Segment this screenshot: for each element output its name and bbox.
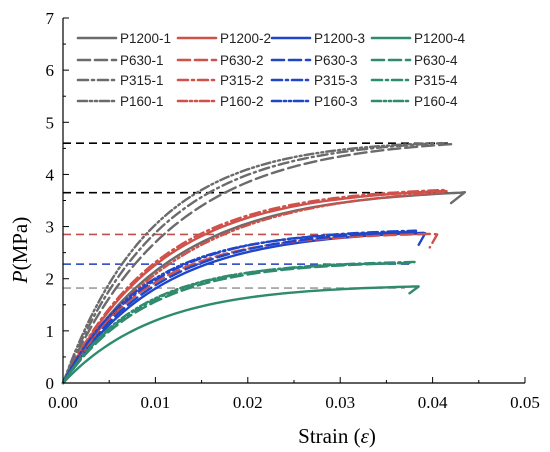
series-line-p160-4 <box>61 261 408 385</box>
legend-label: P1200-2 <box>220 31 271 46</box>
legend-label: P630-2 <box>220 53 264 68</box>
y-tick-label: 7 <box>46 9 55 28</box>
y-tick-label: 1 <box>46 322 55 341</box>
legend-item-p630-2: P630-2 <box>176 53 264 68</box>
y-tick-label: 6 <box>46 61 55 80</box>
series-line-p315-3 <box>61 229 418 385</box>
x-tick-label: 0.00 <box>48 393 78 412</box>
legend-label: P160-2 <box>220 94 264 109</box>
legend-item-p160-1: P160-1 <box>76 94 164 109</box>
y-axis-ticks: 0 1 2 3 4 5 6 7 <box>46 9 69 393</box>
legend-item-p315-2: P315-2 <box>176 73 264 88</box>
legend-item-p315-3: P315-3 <box>270 73 358 88</box>
y-axis-title: P(MPa) <box>8 217 32 285</box>
legend-item-p1200-4: P1200-4 <box>370 31 466 46</box>
x-tick-label: 0.03 <box>325 393 355 412</box>
y-tick-label: 0 <box>46 374 55 393</box>
legend-item-p1200-1: P1200-1 <box>76 31 171 46</box>
legend-label: P630-1 <box>120 53 164 68</box>
legend-label: P630-4 <box>414 53 458 68</box>
legend-item-p1200-3: P1200-3 <box>270 31 365 46</box>
legend-item-p315-1: P315-1 <box>76 73 164 88</box>
legend-label: P315-3 <box>314 73 358 88</box>
data-series <box>61 141 467 385</box>
legend-label: P315-4 <box>414 73 458 88</box>
legend-item-p1200-2: P1200-2 <box>176 31 271 46</box>
y-tick-label: 5 <box>46 113 55 132</box>
series-line-p315-2 <box>61 188 445 385</box>
legend-item-p160-4: P160-4 <box>370 94 458 109</box>
legend-label: P1200-3 <box>314 31 365 46</box>
x-axis-title-end: ) <box>369 424 376 448</box>
legend-item-p630-3: P630-3 <box>270 53 358 68</box>
legend-item-p160-2: P160-2 <box>176 94 264 109</box>
series-line-p1200-2 <box>61 189 448 385</box>
y-axis-title-unit: (MPa) <box>8 217 32 271</box>
series-line-p160-3 <box>61 230 418 385</box>
y-tick-label: 3 <box>46 218 55 237</box>
x-axis-title: Strain (ε) <box>298 424 376 448</box>
x-tick-label: 0.02 <box>233 393 263 412</box>
x-axis-title-main: Strain ( <box>298 424 360 448</box>
x-tick-label: 0.01 <box>141 393 171 412</box>
legend-label: P1200-1 <box>120 31 171 46</box>
legend: P1200-1 P1200-2 P1200-3 P1200-4 P630-1 P630-2… <box>76 31 466 109</box>
legend-item-p630-1: P630-1 <box>76 53 164 68</box>
series-line-p630-1 <box>61 143 453 385</box>
legend-label: P315-2 <box>220 73 264 88</box>
legend-label: P160-3 <box>314 94 358 109</box>
series-line-p1200-4 <box>61 285 420 385</box>
y-axis-title-symbol: P <box>8 270 32 284</box>
x-axis-title-symbol: ε <box>361 424 370 448</box>
x-axis-ticks: 0.00 0.01 0.02 0.03 0.04 0.05 <box>48 377 540 412</box>
legend-label: P160-1 <box>120 94 164 109</box>
y-tick-label: 2 <box>46 270 55 289</box>
y-tick-label: 4 <box>46 165 55 184</box>
legend-item-p160-3: P160-3 <box>270 94 358 109</box>
series-line-p160-1 <box>61 141 436 385</box>
x-tick-label: 0.05 <box>510 393 540 412</box>
legend-label: P315-1 <box>120 73 164 88</box>
legend-item-p630-4: P630-4 <box>370 53 458 68</box>
legend-label: P160-4 <box>414 94 458 109</box>
legend-item-p315-4: P315-4 <box>370 73 458 88</box>
legend-label: P630-3 <box>314 53 358 68</box>
legend-label: P1200-4 <box>414 31 466 46</box>
series-line-p315-1 <box>61 141 445 385</box>
x-tick-label: 0.04 <box>418 393 448 412</box>
